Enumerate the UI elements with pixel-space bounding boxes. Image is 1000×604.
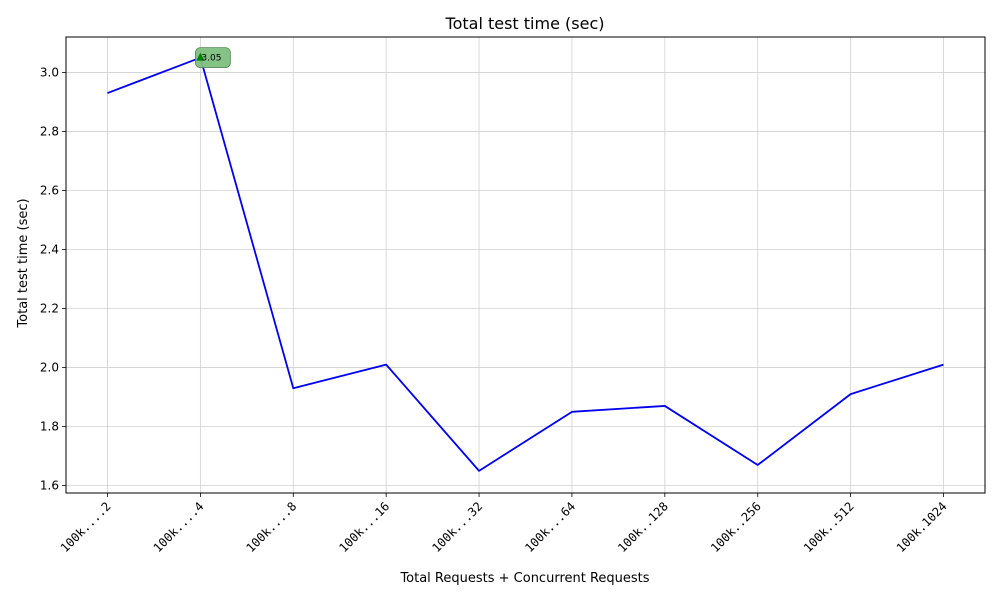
- y-tick-label: 2.8: [40, 124, 59, 138]
- annotation-arrow-icon: [196, 52, 205, 61]
- annotation-layer: 3.05: [194, 47, 231, 69]
- y-axis-ticks: 1.6 1.8 2.0 2.2 2.4 2.6 2.8 3.0: [40, 65, 66, 493]
- annotation-label: 3.05: [201, 54, 221, 64]
- y-tick-label: 3.0: [40, 65, 59, 79]
- chart-title: Total test time (sec): [445, 14, 605, 33]
- grid: [66, 37, 985, 493]
- series-line: [107, 56, 944, 472]
- y-tick-label: 1.6: [40, 479, 59, 493]
- y-tick-label: 1.8: [40, 420, 59, 434]
- series-layer: [107, 56, 944, 472]
- y-tick-label: 2.0: [40, 361, 59, 375]
- y-tick-label: 2.2: [40, 302, 59, 316]
- annotation-box: [194, 47, 231, 69]
- y-axis-title: Total test time (sec): [16, 198, 31, 328]
- x-axis-title: Total Requests + Concurrent Requests: [399, 571, 649, 586]
- y-tick-label: 2.6: [40, 183, 59, 197]
- plot-frame: [65, 36, 986, 494]
- y-tick-label: 2.4: [40, 243, 59, 257]
